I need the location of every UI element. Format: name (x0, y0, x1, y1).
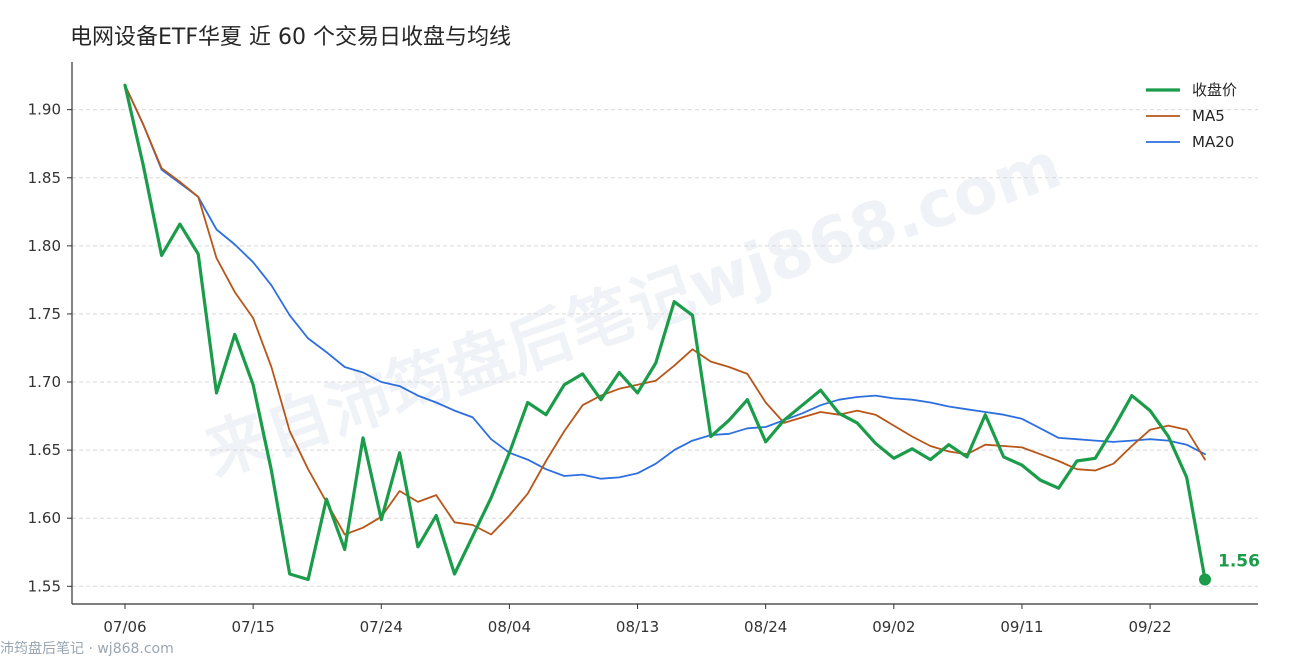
legend: 收盘价 MA5 MA20 (1146, 81, 1237, 151)
y-tick-label: 1.60 (28, 509, 61, 527)
x-tick-label: 08/24 (744, 618, 787, 636)
y-tick-label: 1.85 (28, 169, 61, 187)
last-point-marker (1199, 573, 1211, 586)
footer-credit: 沛筠盘后笔记 · wj868.com (0, 640, 174, 657)
chart-title: 电网设备ETF华夏 近 60 个交易日收盘与均线 (70, 25, 511, 50)
series-line-close (123, 83, 1207, 582)
legend-label: MA5 (1192, 107, 1225, 125)
axes (71, 62, 1258, 605)
y-tick-label: 1.80 (28, 237, 61, 255)
x-tick-label: 08/13 (616, 618, 659, 636)
watermark: 来自沛筠盘后笔记wj868.com (196, 129, 1071, 492)
last-value-label: 1.56 (1218, 551, 1260, 571)
x-tick-label: 07/15 (232, 618, 275, 636)
y-tick-label: 1.75 (28, 305, 61, 323)
y-axis-ticks: 1.55 1.60 1.65 1.70 1.75 1.80 1.85 1.90 (28, 101, 72, 595)
x-tick-label: 08/04 (488, 618, 531, 636)
series-line-ma20 (124, 84, 1206, 480)
last-point: 1.56 (1199, 551, 1260, 586)
x-tick-label: 09/02 (872, 618, 915, 636)
legend-label: 收盘价 (1192, 81, 1237, 99)
x-tick-label: 07/06 (103, 618, 146, 636)
x-axis-ticks: 07/06 07/15 07/24 08/04 08/13 08/24 09/02 09/11… (103, 604, 1172, 636)
x-tick-label: 09/11 (1000, 618, 1043, 636)
y-tick-label: 1.65 (28, 441, 61, 459)
y-tick-label: 1.70 (28, 373, 61, 391)
y-tick-label: 1.90 (28, 101, 61, 119)
series-line-ma5 (124, 84, 1206, 536)
series-lines (123, 83, 1207, 582)
y-tick-label: 1.55 (28, 577, 61, 595)
legend-label: MA20 (1192, 133, 1234, 151)
x-tick-label: 07/24 (360, 618, 403, 636)
grid-lines (72, 109, 1258, 587)
x-tick-label: 09/22 (1128, 618, 1171, 636)
